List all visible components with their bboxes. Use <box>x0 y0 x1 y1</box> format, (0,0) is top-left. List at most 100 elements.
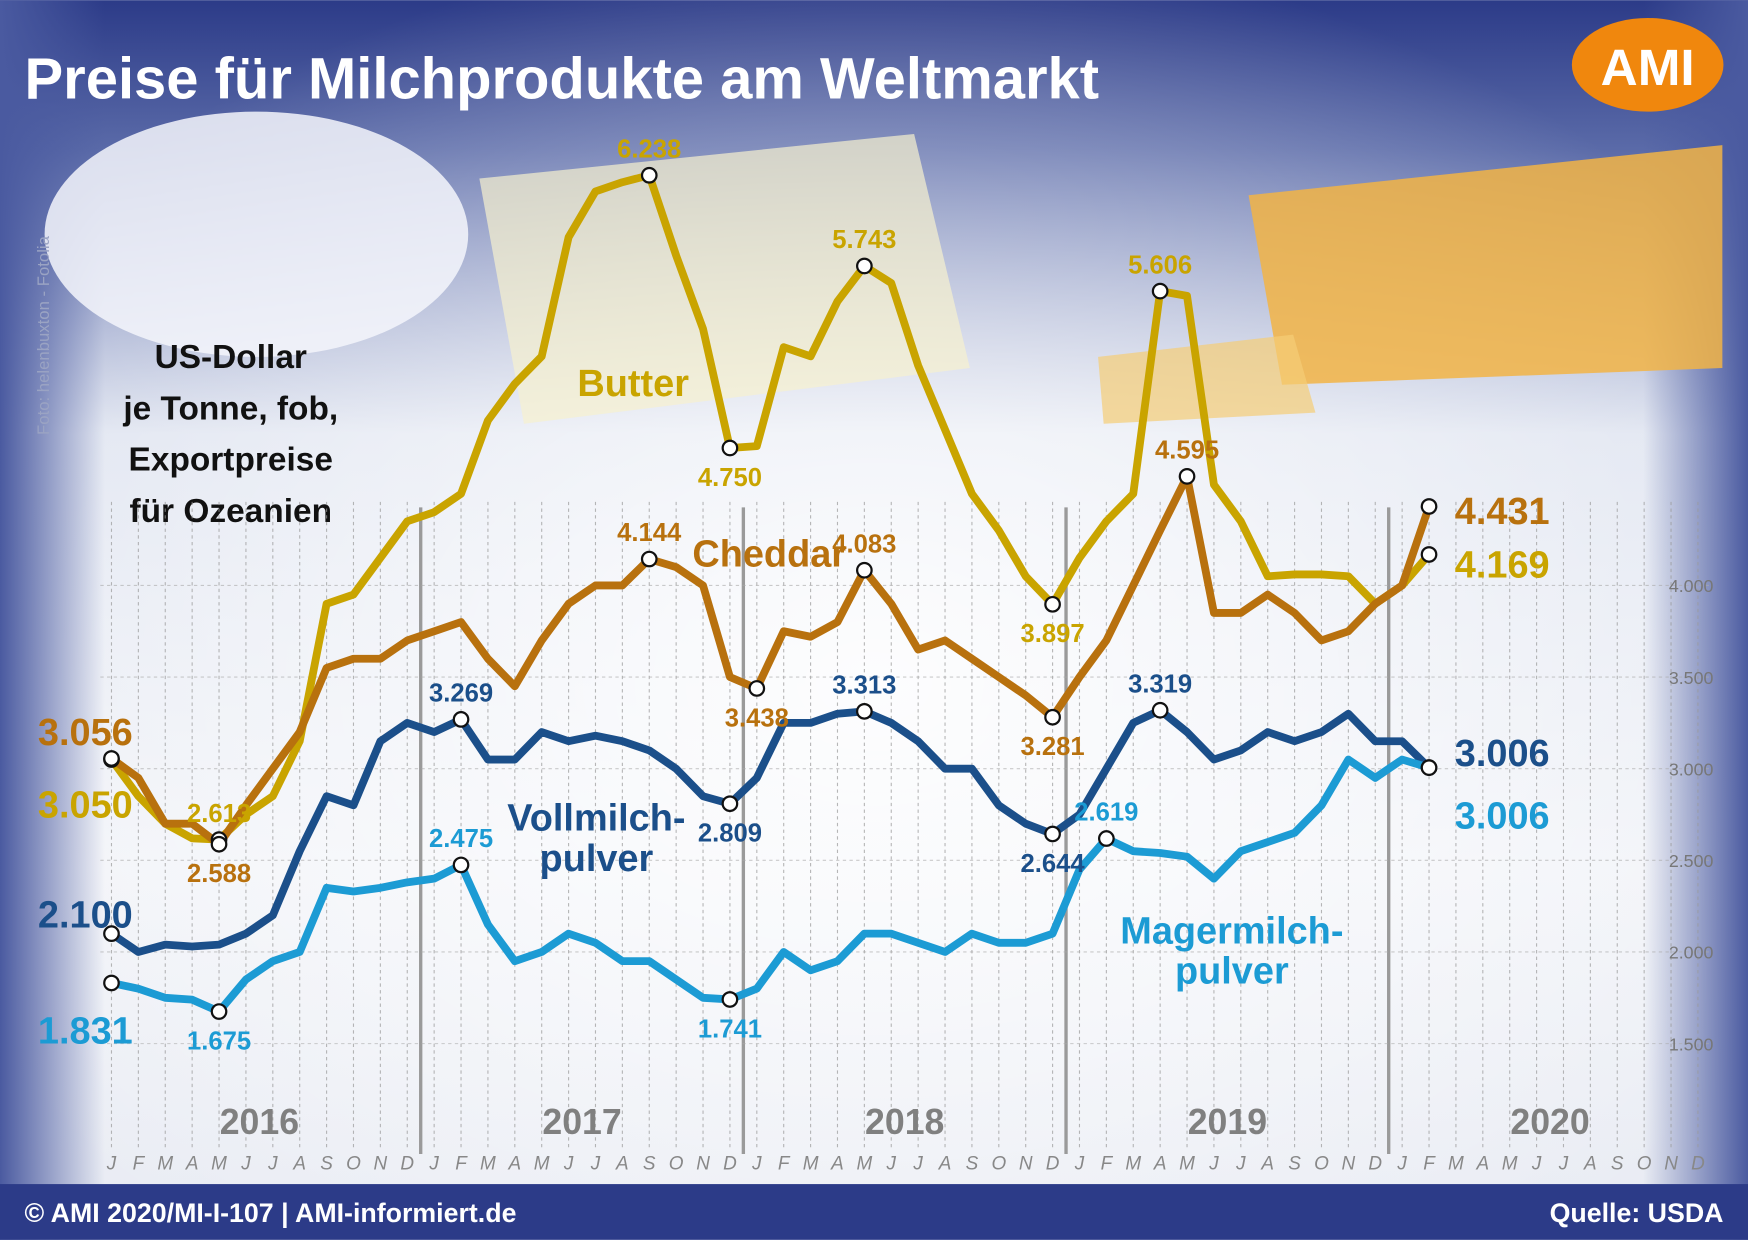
x-tick-label: D <box>1046 1154 1060 1175</box>
x-tick-label: J <box>1558 1154 1569 1175</box>
x-tick-label: D <box>723 1154 737 1175</box>
x-tick-label: J <box>563 1154 574 1175</box>
point-marker <box>1151 701 1169 719</box>
value-label: 3.438 <box>725 704 789 732</box>
series-line <box>107 706 1433 956</box>
value-label: 3.313 <box>832 672 896 700</box>
photo-credit: Foto: helenbuxton - Fotolia <box>34 235 53 435</box>
point-marker <box>1098 830 1115 847</box>
x-tick-label: S <box>1288 1154 1301 1175</box>
x-tick-label: A <box>507 1154 521 1175</box>
series-line <box>107 755 1433 1016</box>
value-label: 1.831 <box>38 1011 133 1053</box>
footer-bar <box>0 1184 1748 1240</box>
value-label: 4.595 <box>1155 437 1219 465</box>
x-tick-label: A <box>292 1154 306 1175</box>
point-marker <box>640 166 658 184</box>
point-marker <box>640 550 658 568</box>
x-tick-label: J <box>1074 1154 1085 1175</box>
value-label: 4.169 <box>1455 545 1550 587</box>
x-tick-label: M <box>1448 1154 1464 1175</box>
x-tick-label: D <box>1691 1154 1705 1175</box>
value-label: 1.675 <box>187 1027 251 1055</box>
x-tick-label: J <box>1396 1154 1407 1175</box>
value-label: 3.050 <box>38 784 133 826</box>
point-marker <box>856 702 873 720</box>
point-marker <box>748 680 766 697</box>
point-marker <box>721 439 739 457</box>
value-label: 4.144 <box>617 519 682 547</box>
x-tick-label: J <box>590 1154 601 1175</box>
value-label: 2.619 <box>1074 799 1138 827</box>
x-tick-label: J <box>240 1154 251 1175</box>
value-label: 2.644 <box>1021 850 1086 878</box>
value-label: 2.809 <box>698 820 762 848</box>
point-marker <box>1178 468 1196 485</box>
chart-title: Preise für Milchprodukte am Weltmarkt <box>25 47 1100 111</box>
x-tick-label: N <box>1664 1154 1678 1175</box>
value-label: 4.083 <box>832 530 896 558</box>
point-marker <box>1420 546 1438 563</box>
series-label: Butter <box>577 363 689 405</box>
x-tick-label: J <box>751 1154 762 1175</box>
point-marker <box>1420 759 1438 776</box>
x-tick-label: J <box>1531 1154 1542 1175</box>
x-tick-label: J <box>912 1154 923 1175</box>
x-tick-label: J <box>106 1154 117 1175</box>
x-tick-label: F <box>455 1154 468 1175</box>
logo-text: AMI <box>1601 39 1695 96</box>
year-label: 2018 <box>865 1102 944 1142</box>
y-tick-label: 3.000 <box>1669 759 1714 779</box>
unit-label: je Tonne, fob, <box>122 390 338 427</box>
x-tick-label: A <box>938 1154 952 1175</box>
year-label: 2020 <box>1510 1102 1589 1142</box>
unit-label: US-Dollar <box>155 339 307 376</box>
x-tick-label: D <box>1368 1154 1382 1175</box>
value-label: 3.269 <box>429 680 493 708</box>
point-marker <box>721 795 739 813</box>
x-tick-label: O <box>1637 1154 1652 1175</box>
value-label: 2.100 <box>38 895 133 937</box>
value-label: 3.319 <box>1128 670 1192 698</box>
x-tick-label: M <box>1179 1154 1195 1175</box>
point-marker <box>721 991 739 1008</box>
series-line <box>107 472 1433 849</box>
point-marker <box>452 856 470 874</box>
x-tick-label: M <box>1125 1154 1141 1175</box>
x-tick-label: M <box>1502 1154 1518 1175</box>
value-label: 6.238 <box>617 135 681 163</box>
x-tick-label: N <box>696 1154 710 1175</box>
y-tick-label: 3.500 <box>1669 668 1714 688</box>
point-marker <box>1044 595 1061 613</box>
x-tick-label: A <box>830 1154 844 1175</box>
x-tick-label: N <box>1342 1154 1356 1175</box>
x-tick-label: D <box>400 1154 414 1175</box>
x-tick-label: J <box>886 1154 897 1175</box>
series-label: Magermilch-pulver <box>1120 910 1343 992</box>
value-label: 4.750 <box>698 464 762 492</box>
year-label: 2019 <box>1188 1102 1267 1142</box>
value-label: 5.743 <box>832 226 896 254</box>
x-tick-label: O <box>991 1154 1006 1175</box>
x-tick-label: A <box>185 1154 199 1175</box>
x-tick-label: F <box>778 1154 791 1175</box>
photo-cheese <box>1248 145 1723 385</box>
point-marker <box>103 750 120 767</box>
x-tick-label: O <box>346 1154 361 1175</box>
point-marker <box>103 925 120 943</box>
value-label: 4.431 <box>1455 491 1550 533</box>
unit-label: für Ozeanien <box>129 493 332 530</box>
point-marker <box>1420 498 1438 515</box>
y-tick-label: 1.500 <box>1669 1034 1714 1054</box>
x-tick-label: F <box>133 1154 146 1175</box>
x-tick-label: M <box>803 1154 819 1175</box>
year-label: 2016 <box>220 1102 299 1142</box>
point-marker <box>1044 708 1061 726</box>
x-tick-label: M <box>856 1154 872 1175</box>
series-line <box>107 171 1433 844</box>
point-marker <box>210 835 228 853</box>
x-tick-label: J <box>1208 1154 1219 1175</box>
value-label: 5.606 <box>1128 251 1192 279</box>
x-tick-label: J <box>267 1154 278 1175</box>
